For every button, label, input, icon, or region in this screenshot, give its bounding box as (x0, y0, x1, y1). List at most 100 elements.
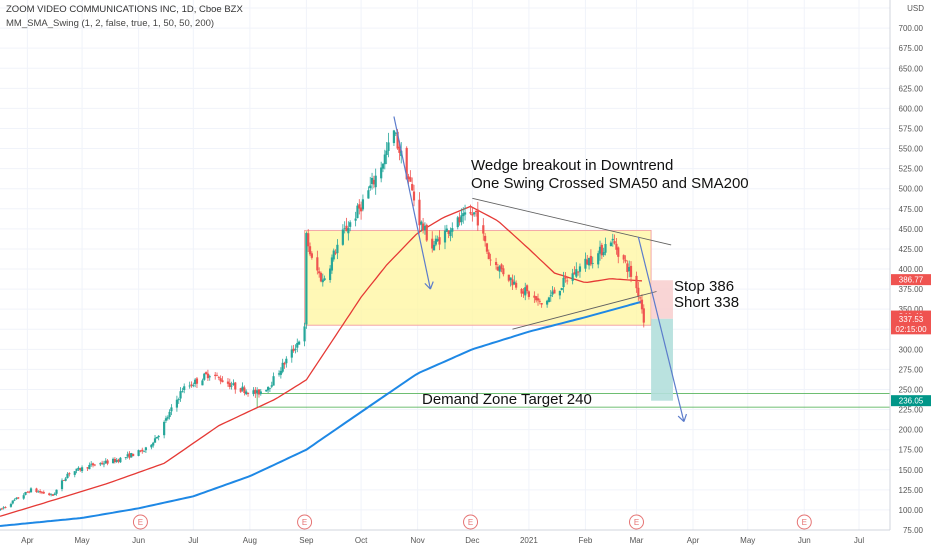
candle-body (91, 463, 95, 466)
candle-body (485, 243, 489, 252)
candle (549, 290, 552, 302)
candle-body (367, 190, 370, 199)
candle (502, 265, 505, 277)
candle-body (259, 391, 262, 395)
candle (283, 361, 286, 369)
candle (40, 491, 44, 495)
candle-body (183, 386, 186, 391)
candle (566, 277, 569, 285)
candle (106, 459, 109, 466)
x-tick-label: Nov (411, 536, 425, 545)
candle (66, 472, 69, 479)
candle (281, 358, 284, 374)
earnings-marker-label: E (802, 518, 807, 527)
candle-body (292, 348, 295, 352)
candle (99, 462, 102, 467)
candle (412, 184, 416, 207)
candle (551, 286, 554, 298)
candle-body (319, 272, 323, 282)
candle (456, 215, 459, 230)
candle (409, 170, 412, 182)
candle-body (380, 167, 383, 179)
candle-body (166, 417, 169, 419)
candle (629, 261, 633, 283)
candle-body (115, 460, 118, 462)
price-label: 386.77 (891, 274, 931, 286)
candle-body (270, 385, 273, 387)
candle (303, 322, 306, 347)
candle-body (578, 266, 582, 272)
candle (476, 201, 479, 231)
candle-body (527, 291, 530, 297)
candle-body (549, 295, 552, 297)
candle-body (407, 176, 410, 180)
candle-body (17, 497, 20, 499)
candle (226, 377, 230, 387)
earnings-marker-label: E (302, 518, 307, 527)
candle (407, 173, 410, 184)
candle (142, 450, 146, 453)
candle-body (279, 370, 282, 375)
candle (356, 203, 359, 219)
candle-body (290, 349, 293, 358)
candle (597, 250, 600, 269)
candle-body (522, 291, 525, 294)
candle-body (520, 289, 523, 294)
candle (525, 284, 529, 294)
candle (394, 131, 397, 137)
candle (90, 461, 93, 467)
price-label-text: 02:15:00 (895, 325, 927, 334)
candle (42, 490, 45, 495)
candle-body (241, 386, 244, 391)
candle-body (104, 460, 107, 464)
candle-body (334, 252, 337, 254)
candle (144, 446, 148, 453)
candle-body (150, 444, 153, 448)
candle-body (533, 295, 536, 298)
candle (24, 491, 27, 496)
candle-body (624, 259, 627, 262)
y-tick-label: 475.00 (899, 205, 924, 214)
candle (500, 263, 503, 273)
candle-body (471, 213, 474, 216)
candle-body (128, 453, 131, 458)
candle (562, 271, 565, 293)
y-tick-label: 225.00 (899, 406, 924, 415)
candle-body (35, 488, 38, 493)
candle-body (343, 228, 346, 230)
x-tick-label: Jun (132, 536, 145, 545)
candle (323, 275, 326, 281)
stop-text: Stop 386 (674, 278, 734, 295)
earnings-marker-circle (132, 514, 148, 530)
candle-body (194, 379, 197, 385)
candle-body (330, 257, 334, 271)
candle-body (443, 230, 447, 243)
candle-body (513, 281, 516, 285)
price-label-bg (891, 323, 931, 335)
candle (387, 132, 390, 158)
candle (155, 436, 158, 439)
candle (11, 500, 14, 505)
candle-body (615, 243, 618, 250)
candle (628, 260, 631, 278)
candle-body (296, 342, 299, 348)
y-tick-label: 575.00 (899, 124, 924, 133)
candle (637, 282, 640, 301)
candle-body (9, 504, 13, 507)
candle-body (86, 467, 89, 469)
candle-body (354, 218, 357, 221)
candle (370, 172, 374, 190)
candle (319, 271, 323, 283)
candle (257, 389, 261, 398)
candle-body (575, 269, 578, 277)
earnings-marker-label: E (468, 518, 473, 527)
candle-body (53, 493, 56, 496)
candle (279, 367, 282, 379)
candle (498, 264, 501, 279)
candle-body (232, 383, 235, 385)
candle-body (226, 381, 230, 384)
target-box (651, 318, 673, 401)
